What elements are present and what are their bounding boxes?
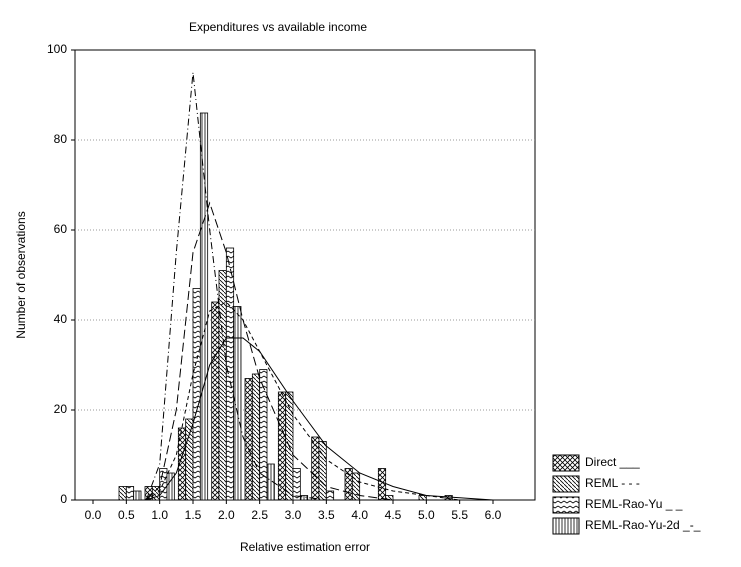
x-tick-label: 2.5 xyxy=(251,508,268,522)
bar xyxy=(166,472,175,501)
legend-label: Direct ___ xyxy=(585,455,640,469)
chart-title: Expenditures vs available income xyxy=(189,20,367,34)
x-axis-label: Relative estimation error xyxy=(240,540,370,554)
bar xyxy=(259,369,268,501)
bar xyxy=(192,288,201,501)
y-axis-label: Number of observations xyxy=(14,211,28,338)
bar xyxy=(325,490,335,501)
plot-frame xyxy=(74,49,536,501)
bar xyxy=(244,378,253,501)
y-tick-label: 0 xyxy=(60,492,67,506)
x-tick-label: 3.0 xyxy=(285,508,302,522)
x-tick-label: 3.5 xyxy=(318,508,335,522)
bar xyxy=(318,441,327,501)
y-tick-label: 100 xyxy=(47,42,67,56)
bar xyxy=(118,486,127,501)
legend-swatch xyxy=(552,496,580,514)
x-tick-label: 4.5 xyxy=(385,508,402,522)
bar xyxy=(351,472,361,501)
legend-label: REML-Rao-Yu-2d _-_ xyxy=(585,518,701,532)
x-tick-label: 5.0 xyxy=(418,508,435,522)
bar xyxy=(444,495,453,501)
bar xyxy=(418,495,427,501)
legend-swatch xyxy=(552,517,580,535)
bar xyxy=(211,301,220,501)
legend-swatch xyxy=(552,475,580,493)
fit-curve xyxy=(145,72,493,501)
legend-label: REML-Rao-Yu _ _ xyxy=(585,497,683,511)
y-tick-label: 20 xyxy=(54,402,68,416)
x-tick-label: 0.0 xyxy=(85,508,102,522)
bar xyxy=(233,306,242,501)
fit-curve xyxy=(145,201,493,501)
bar xyxy=(133,490,142,501)
x-tick-label: 6.0 xyxy=(485,508,502,522)
y-tick-label: 80 xyxy=(54,132,68,146)
bar xyxy=(125,486,135,501)
bar xyxy=(225,247,235,501)
x-tick-label: 5.5 xyxy=(451,508,468,522)
bar xyxy=(185,418,194,501)
x-tick-label: 0.5 xyxy=(118,508,135,522)
x-tick-label: 2.0 xyxy=(218,508,235,522)
bar xyxy=(299,495,309,501)
x-tick-label: 1.0 xyxy=(151,508,168,522)
x-tick-label: 4.0 xyxy=(351,508,368,522)
x-tick-label: 1.5 xyxy=(185,508,202,522)
legend-swatch xyxy=(552,454,580,472)
bar xyxy=(199,112,209,501)
legend-label: REML - - - xyxy=(585,476,640,490)
y-tick-label: 60 xyxy=(54,222,68,236)
bar xyxy=(292,468,301,501)
bar xyxy=(251,373,261,501)
bar xyxy=(277,391,287,501)
bar xyxy=(377,468,387,501)
bar xyxy=(218,270,227,501)
fit-curve xyxy=(146,301,493,501)
bar xyxy=(311,436,320,501)
y-tick-label: 40 xyxy=(54,312,68,326)
bar xyxy=(266,463,275,501)
